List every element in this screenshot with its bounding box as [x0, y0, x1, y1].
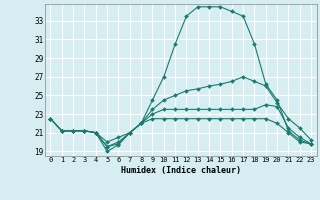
- X-axis label: Humidex (Indice chaleur): Humidex (Indice chaleur): [121, 166, 241, 175]
